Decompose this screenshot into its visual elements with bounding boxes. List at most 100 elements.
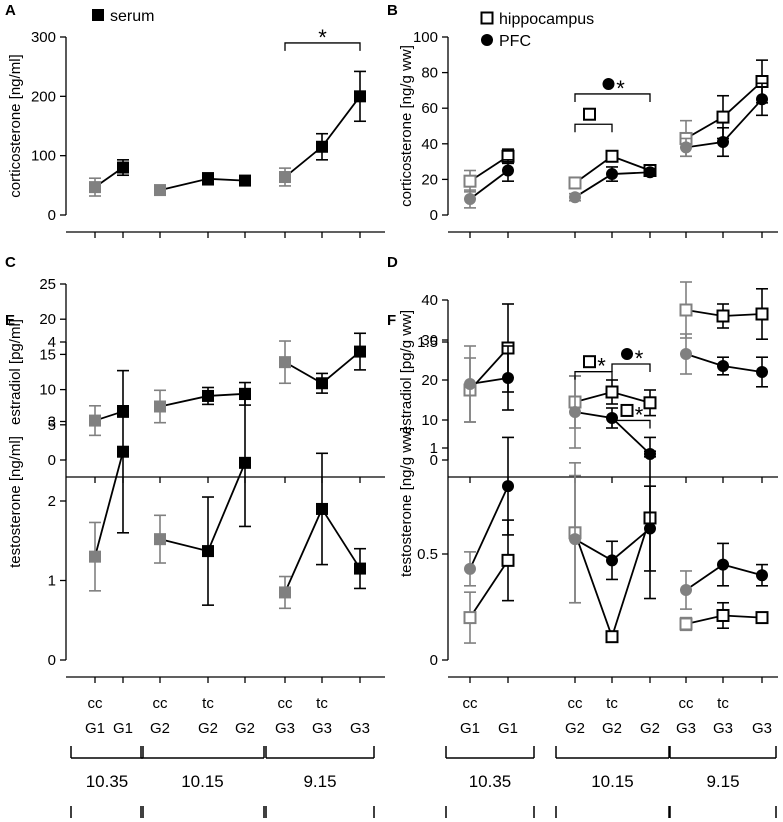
- legend-label-serum: serum: [110, 8, 154, 25]
- data-point-hippocampus: [716, 110, 730, 124]
- significance-star: *: [616, 76, 625, 101]
- data-point-PFC: [464, 562, 476, 575]
- panel-letter-b: B: [387, 2, 398, 19]
- x-category-bottom: G1: [498, 720, 518, 737]
- y-axis-label: testosterone [ng/g ww]: [398, 427, 415, 577]
- data-point-hippocampus: [605, 385, 619, 399]
- data-point-hippocampus: [755, 307, 769, 321]
- y-tick-label: 0: [430, 452, 438, 469]
- y-tick-label: 40: [421, 292, 438, 309]
- data-point-PFC: [569, 406, 581, 418]
- x-category-top: cc: [153, 695, 169, 712]
- series-line-PFC: [469, 377, 509, 385]
- significance-star: *: [318, 25, 327, 50]
- significance-marker-circle-filled: [621, 348, 633, 360]
- x-category-top: tc: [316, 695, 328, 712]
- data-point-PFC: [756, 366, 768, 378]
- data-point-PFC: [502, 372, 514, 384]
- y-tick-label: 0: [48, 652, 56, 669]
- data-point-PFC: [464, 192, 476, 205]
- group-bracket: [669, 746, 777, 759]
- data-point-serum: [354, 90, 366, 103]
- data-point-serum: [316, 140, 328, 153]
- significance-bracket: [611, 363, 651, 372]
- y-tick-label: 1.5: [417, 334, 438, 351]
- data-point-hippocampus: [568, 176, 582, 190]
- significance-marker-circle-filled: [602, 77, 615, 90]
- data-point-serum: [279, 586, 291, 599]
- significance-marker-square-open: [620, 403, 634, 417]
- data-point-serum: [154, 184, 166, 197]
- data-point-serum: [239, 174, 251, 187]
- y-tick-label: 3: [48, 414, 56, 431]
- data-point-serum: [89, 550, 101, 563]
- panel-letter-c: C: [5, 254, 16, 271]
- significance-star: *: [597, 354, 606, 379]
- x-category-bottom: G1: [85, 720, 105, 737]
- data-point-hippocampus: [501, 553, 515, 567]
- panel-letter-a: A: [5, 2, 16, 19]
- data-point-PFC: [502, 480, 514, 493]
- legend-marker-serum: [92, 9, 104, 21]
- x-category-bottom: G1: [460, 720, 480, 737]
- x-category-bottom: G3: [676, 720, 696, 737]
- data-point-PFC: [717, 558, 729, 571]
- group-bracket: [445, 746, 535, 759]
- group-label: 10.15: [591, 772, 634, 791]
- series-line-serum: [94, 451, 124, 557]
- data-point-hippocampus: [605, 149, 619, 163]
- data-point-serum: [154, 533, 166, 546]
- data-point-serum: [239, 387, 251, 400]
- group-bracket: [140, 746, 265, 759]
- data-point-PFC: [569, 191, 581, 204]
- significance-star: *: [635, 346, 644, 371]
- y-tick-label: 30: [421, 332, 438, 349]
- data-point-hippocampus: [716, 309, 730, 323]
- data-point-PFC: [606, 168, 618, 181]
- legend-label-PFC: PFC: [499, 33, 531, 50]
- y-tick-label: 0: [48, 452, 56, 469]
- data-point-serum: [117, 445, 129, 458]
- x-category-bottom: G3: [275, 720, 295, 737]
- x-category-top: cc: [88, 695, 104, 712]
- data-point-serum: [154, 400, 166, 413]
- data-point-hippocampus: [643, 396, 657, 410]
- group-bracket: [555, 746, 670, 759]
- data-point-hippocampus: [755, 611, 769, 625]
- y-tick-label: 80: [421, 65, 438, 82]
- y-tick-label: 20: [421, 171, 438, 188]
- data-point-PFC: [680, 141, 692, 154]
- significance-bracket: [611, 419, 651, 429]
- data-point-hippocampus: [463, 611, 477, 625]
- group-label: 10.35: [86, 772, 129, 791]
- x-category-bottom: G2: [565, 720, 585, 737]
- panel-letter-f: F: [387, 312, 396, 329]
- data-point-PFC: [644, 522, 656, 535]
- y-tick-label: 1: [430, 440, 438, 457]
- data-point-serum: [239, 456, 251, 469]
- data-point-PFC: [644, 166, 656, 179]
- y-tick-label: 20: [421, 372, 438, 389]
- group-bracket: [265, 746, 375, 759]
- y-tick-label: 20: [39, 311, 56, 328]
- significance-bracket: [284, 42, 361, 51]
- data-point-serum: [279, 356, 291, 369]
- legend-marker-hippocampus: [480, 11, 494, 25]
- x-category-bottom: G3: [350, 720, 370, 737]
- data-point-serum: [316, 377, 328, 390]
- y-tick-label: 5: [48, 417, 56, 434]
- data-point-serum: [89, 414, 101, 427]
- y-tick-label: 10: [421, 412, 438, 429]
- data-point-PFC: [680, 584, 692, 597]
- data-point-PFC: [756, 93, 768, 106]
- y-tick-label: 200: [31, 88, 56, 105]
- x-category-bottom: G2: [198, 720, 218, 737]
- series-line-PFC: [469, 485, 509, 570]
- x-category-top: tc: [717, 695, 729, 712]
- data-point-serum: [202, 389, 214, 402]
- data-point-hippocampus: [463, 174, 477, 188]
- x-category-top: cc: [679, 695, 695, 712]
- data-point-serum: [89, 181, 101, 194]
- significance-bracket: [574, 371, 613, 380]
